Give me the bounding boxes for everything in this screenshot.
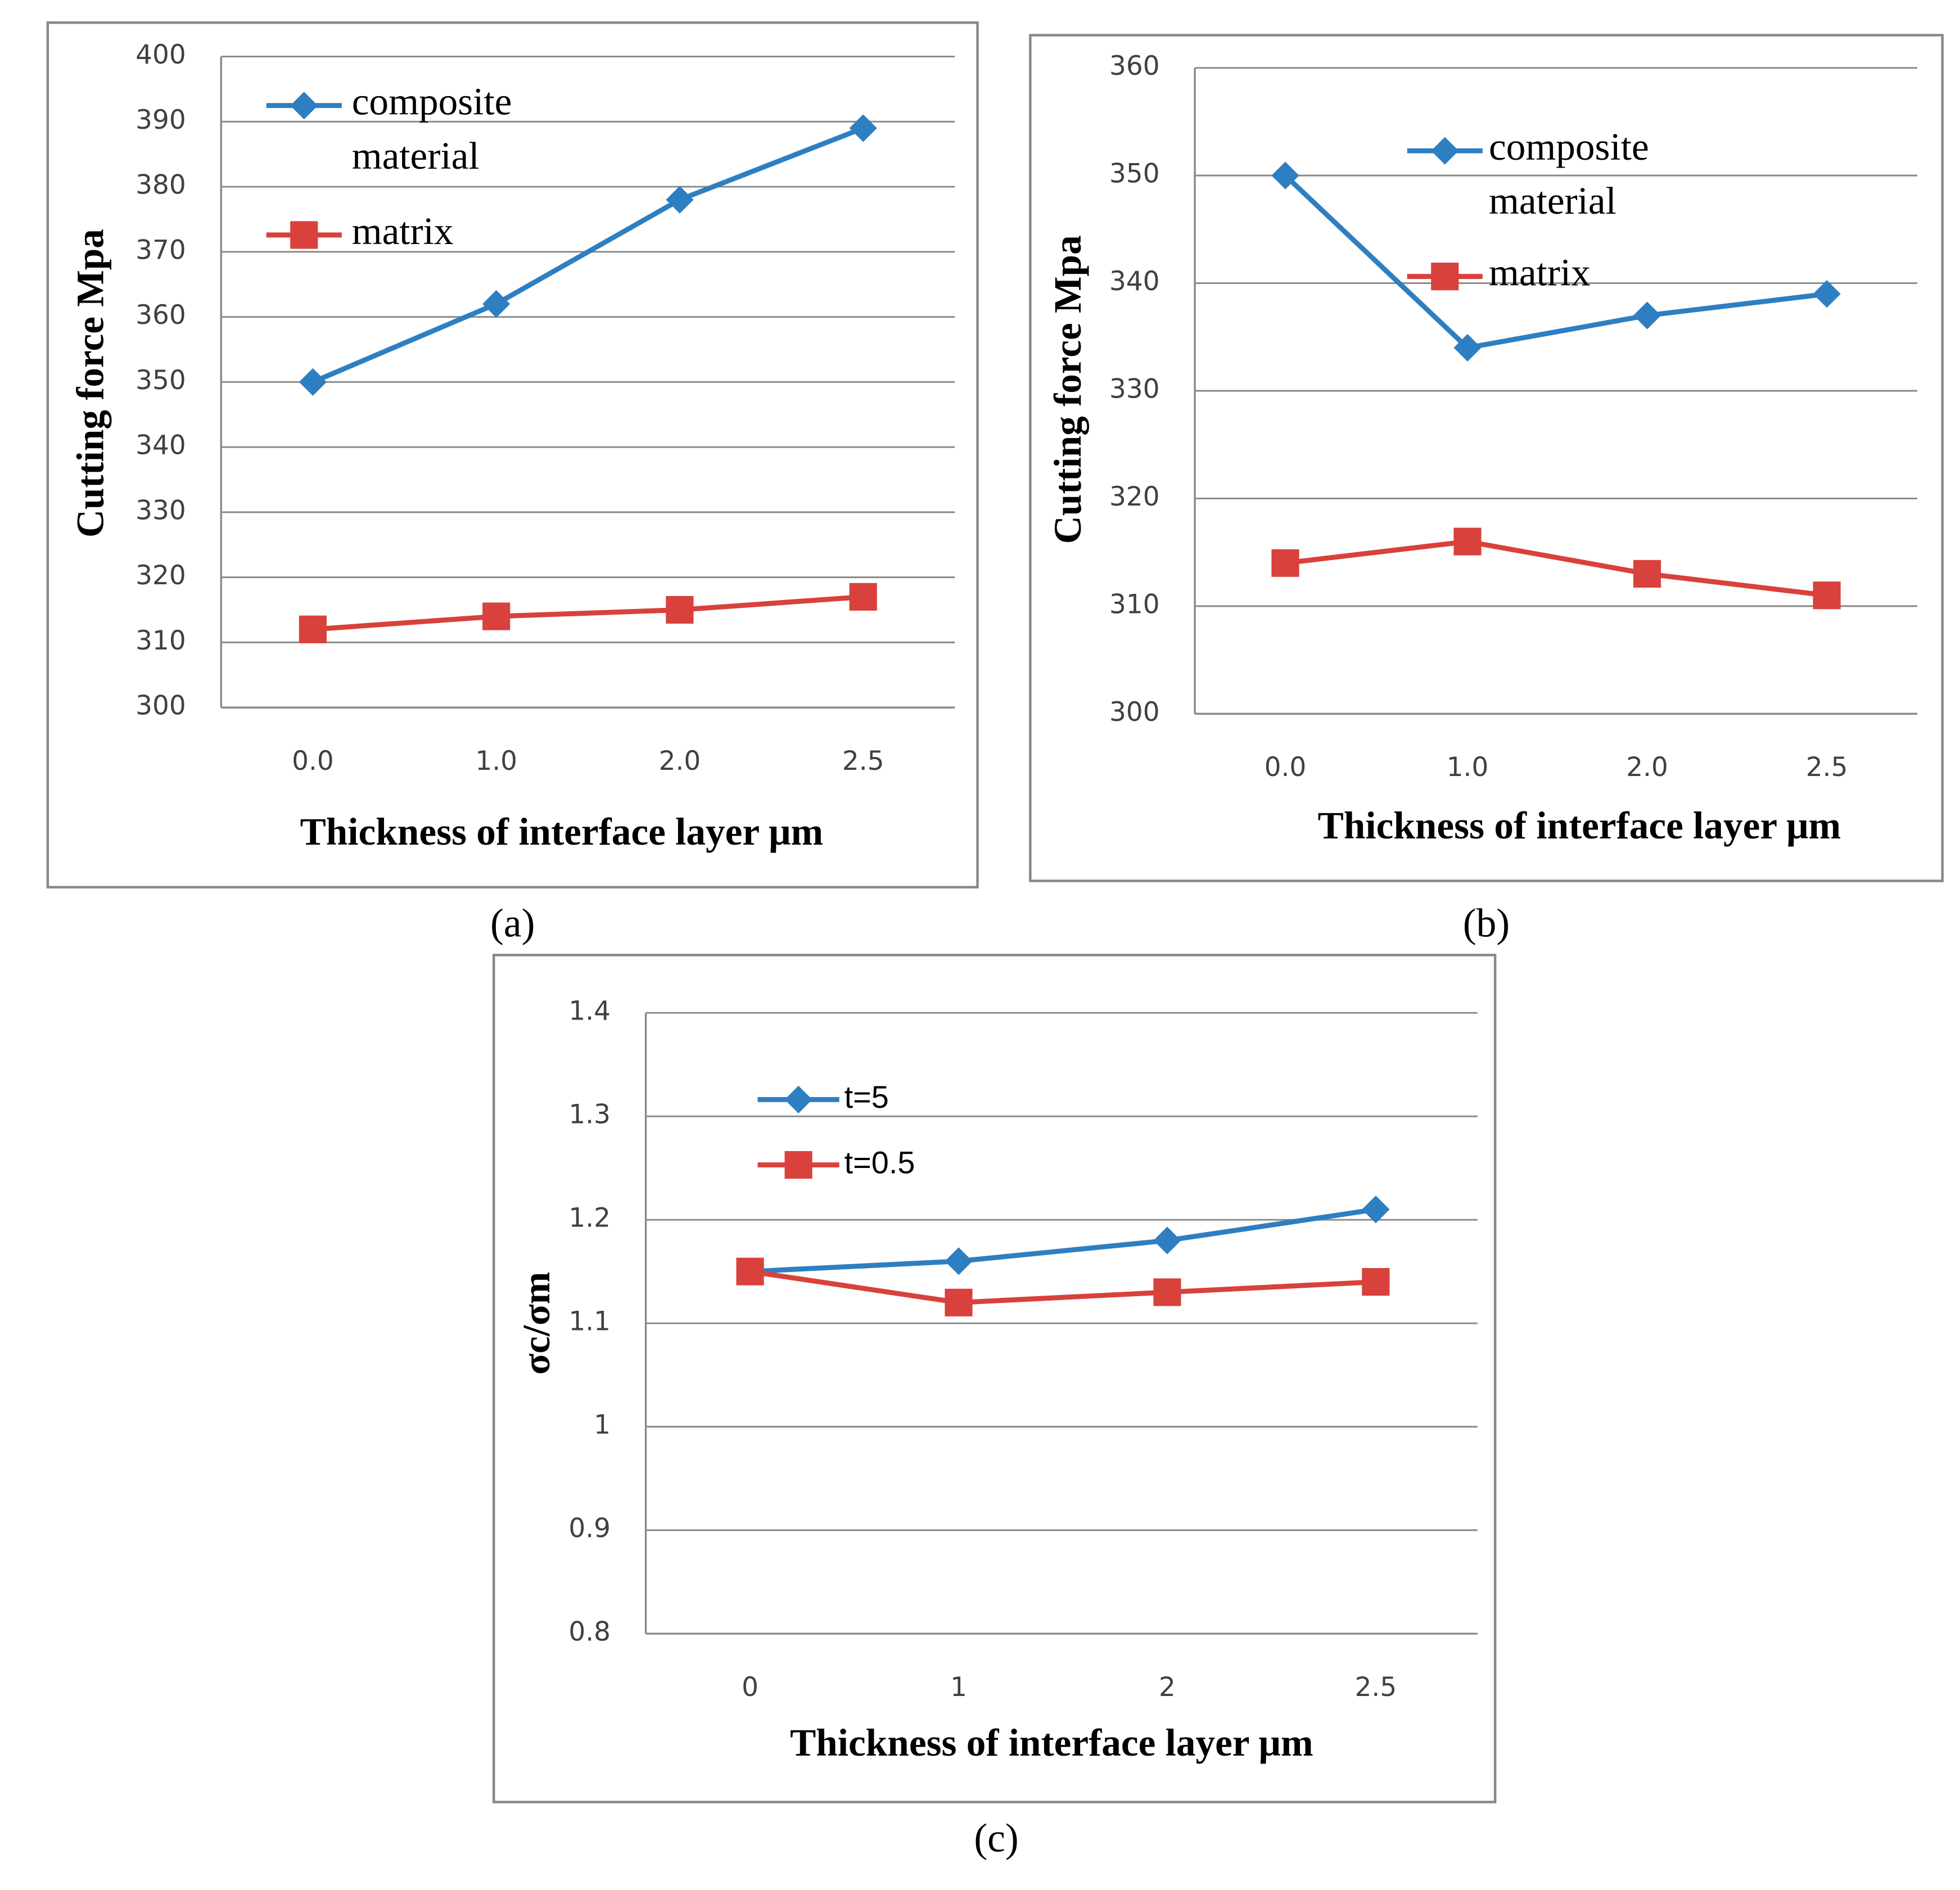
y-tick-label: 350 <box>1109 159 1160 190</box>
x-tick-label: 2.0 <box>659 746 701 777</box>
x-tick-label: 0 <box>742 1672 758 1703</box>
series-line <box>749 1207 1376 1274</box>
y-tick-label: 1 <box>594 1410 611 1441</box>
x-tick-label: 2.5 <box>1355 1672 1397 1703</box>
x-axis-title: Thickness of interface layer μm <box>790 1721 1313 1764</box>
point <box>849 583 877 611</box>
y-tick-label: 0.8 <box>568 1617 611 1648</box>
y-tick-label: 340 <box>1109 266 1160 297</box>
legend-label-line: material <box>1489 179 1616 222</box>
point <box>945 1288 973 1316</box>
point <box>482 602 511 630</box>
y-tick-label: 360 <box>1109 51 1160 82</box>
point <box>1271 549 1299 577</box>
chart-panel: 300 310 320 330 340 350 360 0.0 1.0 2.0 2.5 Cutting… <box>1029 34 1944 946</box>
y-tick-label: 360 <box>136 300 186 331</box>
point <box>736 1257 764 1285</box>
series-line <box>313 594 864 632</box>
point <box>482 290 511 318</box>
legend-marker <box>290 221 318 249</box>
x-tick-label: 2.0 <box>1626 752 1668 783</box>
y-axis-title: Cutting force Mpa <box>1046 235 1089 544</box>
x-tick-label: 0.0 <box>292 746 334 777</box>
point <box>1813 280 1841 308</box>
legend-marker <box>1431 137 1459 165</box>
chart-panel: 0.8 0.9 1 1.1 1.2 1.3 1.4 0 1 2 2.5 σc/σm Thickness … <box>492 954 1497 1860</box>
x-tick-label: 1.0 <box>475 746 517 777</box>
y-tick-label: 310 <box>136 625 186 656</box>
point <box>299 368 327 396</box>
y-tick-label: 1.3 <box>568 1099 611 1130</box>
legend-marker <box>1431 263 1459 291</box>
legend-label: t=0.5 <box>844 1144 915 1180</box>
legend-marker <box>784 1151 812 1179</box>
series-line <box>311 125 864 385</box>
point <box>1362 1196 1390 1224</box>
x-axis-title: Thickness of interface layer μm <box>1318 804 1841 847</box>
y-tick-label: 320 <box>136 560 186 591</box>
y-tick-label: 1.4 <box>568 996 611 1027</box>
series-line <box>1283 173 1827 351</box>
point <box>1813 581 1841 610</box>
y-tick-label: 370 <box>136 234 186 265</box>
y-tick-label: 300 <box>1109 697 1160 728</box>
point <box>1153 1226 1181 1255</box>
series-line <box>1285 539 1827 598</box>
point <box>666 186 694 214</box>
point <box>666 596 694 624</box>
x-tick-label: 2.5 <box>1806 752 1848 783</box>
x-tick-label: 1.0 <box>1447 752 1489 783</box>
caption: (b) <box>1463 901 1510 946</box>
legend-label: t=5 <box>844 1079 889 1115</box>
y-axis-title: σc/σm <box>514 1272 558 1375</box>
legend-label-line: composite <box>1489 125 1649 168</box>
x-tick-label: 2.5 <box>842 746 884 777</box>
series-line <box>749 1269 1376 1305</box>
chart-frame <box>46 21 979 888</box>
point <box>1453 527 1482 556</box>
y-tick-label: 350 <box>136 365 186 396</box>
y-tick-label: 300 <box>136 691 186 721</box>
y-tick-label: 330 <box>136 495 186 526</box>
y-tick-label: 380 <box>136 170 186 201</box>
legend-label: matrix <box>352 209 454 252</box>
caption: (a) <box>490 901 535 946</box>
legend-marker <box>290 92 318 120</box>
y-tick-label: 0.9 <box>568 1513 611 1544</box>
point <box>1153 1278 1181 1306</box>
chart-frame <box>492 954 1497 1803</box>
y-tick-label: 400 <box>136 39 186 70</box>
chart-panel: 300 310 320 330 340 350 360 370 380 390 400 0.0 1.0 2… <box>46 21 979 946</box>
legend-label-line: composite <box>352 80 512 123</box>
y-tick-label: 310 <box>1109 589 1160 620</box>
caption: (c) <box>974 1816 1018 1860</box>
y-tick-label: 340 <box>136 430 186 461</box>
chart-frame <box>1029 34 1944 882</box>
legend-label: matrix <box>1489 251 1591 294</box>
y-tick-label: 330 <box>1109 373 1160 404</box>
point <box>945 1247 973 1275</box>
point <box>299 615 327 643</box>
x-tick-label: 1 <box>950 1672 967 1703</box>
y-tick-label: 390 <box>136 105 186 136</box>
y-tick-label: 1.1 <box>568 1306 611 1337</box>
x-tick-label: 0.0 <box>1264 752 1307 783</box>
point <box>1633 560 1661 588</box>
legend-marker <box>784 1085 812 1113</box>
x-axis-title: Thickness of interface layer μm <box>300 810 824 853</box>
legend-label: composite material <box>1489 125 1649 222</box>
point <box>1633 301 1661 330</box>
point <box>849 114 877 142</box>
point <box>1362 1267 1390 1296</box>
y-tick-label: 1.2 <box>568 1203 611 1234</box>
legend-label-line: material <box>352 134 480 177</box>
x-tick-label: 2 <box>1159 1672 1176 1703</box>
y-tick-label: 320 <box>1109 481 1160 512</box>
y-axis-title: Cutting force Mpa <box>68 229 111 538</box>
point <box>1271 161 1299 190</box>
legend-label: composite material <box>352 80 512 177</box>
